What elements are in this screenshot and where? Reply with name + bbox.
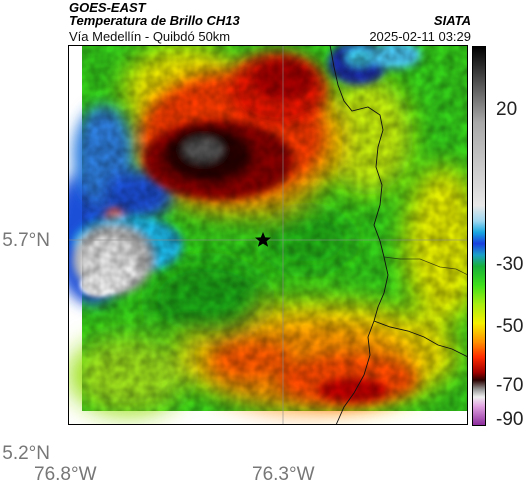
- colorbar-tick-20: 20: [496, 99, 518, 120]
- area-subtitle: Vía Medellín - Quibdó 50km: [69, 29, 231, 44]
- colorbar-tick-minus-50: -50: [496, 316, 524, 337]
- timestamp: 2025-02-11 03:29: [369, 29, 471, 44]
- colorbar-tick-minus-30: -30: [496, 254, 524, 275]
- product-title: Temperatura de Brillo CH13: [69, 13, 240, 28]
- lat-label-5-2: 5.2°N: [2, 443, 50, 464]
- organization-label: SIATA: [433, 13, 471, 28]
- colorbar: [472, 46, 490, 426]
- colorbar-tick-minus-70: -70: [496, 375, 524, 396]
- lat-label-5-7: 5.7°N: [2, 230, 50, 251]
- star-icon: [255, 232, 271, 247]
- lon-label-76-8: 76.8°W: [34, 464, 97, 485]
- satellite-title: GOES-EAST: [69, 0, 146, 15]
- lon-label-76-3: 76.3°W: [252, 464, 315, 485]
- brightness-temperature-map: [68, 45, 468, 425]
- colorbar-tick-minus-90: -90: [496, 409, 524, 430]
